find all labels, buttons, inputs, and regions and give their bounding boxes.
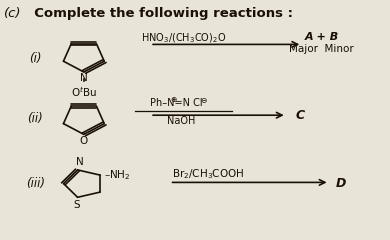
Text: O: O	[80, 136, 88, 146]
Text: (iii): (iii)	[26, 177, 44, 190]
Text: ⊕: ⊕	[171, 96, 177, 104]
Text: A + B: A + B	[305, 32, 339, 42]
Text: N: N	[80, 73, 88, 83]
Text: Complete the following reactions :: Complete the following reactions :	[25, 7, 293, 20]
Text: ⊖: ⊖	[200, 96, 206, 105]
Text: NaOH: NaOH	[167, 116, 195, 126]
Text: (i): (i)	[29, 52, 41, 65]
Text: Ph–N=N Cl: Ph–N=N Cl	[150, 98, 203, 108]
Text: (c): (c)	[4, 7, 21, 20]
Text: –NH$_2$: –NH$_2$	[104, 168, 131, 182]
Text: Br$_2$/CH$_3$COOH: Br$_2$/CH$_3$COOH	[172, 167, 245, 181]
Text: Major  Minor: Major Minor	[289, 44, 354, 54]
Text: D: D	[336, 177, 346, 190]
Text: O$^t$Bu: O$^t$Bu	[71, 85, 97, 99]
Text: HNO$_3$/(CH$_3$CO)$_2$O: HNO$_3$/(CH$_3$CO)$_2$O	[141, 32, 226, 45]
Text: (ii): (ii)	[27, 112, 43, 125]
Text: S: S	[73, 200, 80, 210]
Text: N: N	[76, 157, 83, 167]
Text: C: C	[296, 109, 305, 122]
